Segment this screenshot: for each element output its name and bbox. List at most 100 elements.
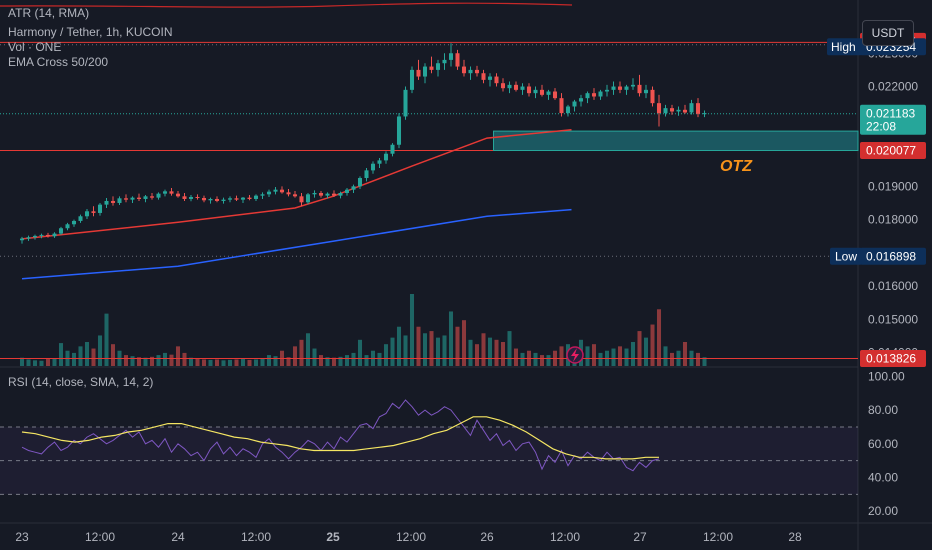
symbol-title[interactable]: Harmony / Tether, 1h, KUCOIN [8,25,173,39]
candle-body [416,69,421,77]
candlesticks [19,43,707,244]
rsi-tick-label: 100.00 [868,369,905,383]
volume-bar [136,357,142,366]
candle-body [695,103,701,114]
volume-bar [539,355,545,366]
volume-bar [253,359,259,366]
price-tick-label: 0.022000 [868,80,918,94]
candle-body [117,198,122,203]
volume-bar [598,352,603,366]
volume-bar [78,346,83,366]
current-tag-bg [860,104,926,135]
atr-indicator [0,2,573,8]
volume-bar [357,339,363,366]
volume-bar [507,331,512,366]
volume-bar [104,313,109,366]
candle-body [474,69,480,74]
candle-body [240,197,246,200]
otz-zone [493,130,859,152]
volume-bar [403,335,408,366]
time-tick-label: 27 [633,530,647,544]
candle-body [500,83,506,89]
candle-body [663,108,668,114]
volume-bar [481,333,486,366]
volume-bar [123,355,129,366]
candle-body [58,228,64,234]
candle-body [630,84,636,87]
volume-bar [260,358,265,366]
support-tag-bg [860,349,926,367]
candle-body [266,191,272,195]
ema-legend[interactable]: EMA Cross 50/200 [8,55,108,69]
volume-bar [227,359,233,366]
candle-body [104,200,109,205]
volume-bars [19,294,707,366]
volume-bar [71,352,77,366]
candle-body [221,199,226,201]
volume-bar [273,356,278,366]
candle-body [442,59,447,64]
volume-bar [58,343,64,366]
candle-body [669,108,675,112]
rsi-pane [0,399,858,495]
volume-bar [305,333,311,366]
ema200-line [21,208,572,280]
atr-legend: ATR (14, RMA) [8,6,89,20]
volume-bar [325,357,330,366]
candle-body [19,238,25,241]
price-tick-label: 0.018000 [868,213,918,227]
candle-body [130,197,135,200]
price-tick-label: 0.016000 [868,279,918,293]
candle-body [143,196,148,199]
volume-bar [162,352,168,366]
volume-bar [520,352,525,366]
candle-body [292,194,298,197]
volume-legend[interactable]: Vol · ONE [8,40,61,54]
candle-body [357,178,363,187]
candle-body [487,76,493,80]
volume-bar [234,359,239,366]
candle-body [84,211,90,217]
candle-body [448,53,454,60]
candle-body [65,224,70,229]
current-price-tag: 0.021183 [866,107,915,121]
volume-bar [299,339,304,366]
volume-bar [513,348,519,366]
volume-bar [84,342,90,366]
rsi-legend[interactable]: RSI (14, close, SMA, 14, 2) [8,375,153,389]
candle-body [624,86,629,90]
candle-body [344,189,350,193]
candle-body [299,196,304,203]
candle-body [253,195,259,199]
candle-body [305,194,311,203]
candle-body [468,69,473,74]
volume-bar [494,339,499,366]
rsi-tick-label: 40.00 [868,470,898,484]
high-label: High [831,40,856,54]
candle-body [188,196,194,199]
time-tick-label: 24 [171,530,185,544]
candle-body [403,89,408,117]
volume-bar [149,356,155,366]
lightning-icon[interactable] [566,346,584,364]
volume-bar [624,348,629,366]
candle-body [390,144,395,154]
candle-body [494,76,499,84]
otz-zone-rect [493,130,859,152]
candle-body [598,91,603,97]
candle-body [149,196,155,198]
volume-bar [468,339,473,366]
candle-body [201,197,207,201]
candle-body [325,193,330,196]
volume-bar [292,346,298,366]
volume-bar [669,352,675,366]
volume-bar [195,359,200,366]
candle-body [533,89,538,94]
volume-bar [637,331,642,366]
currency-button[interactable]: USDT [862,20,914,46]
rsi-tick-label: 80.00 [868,403,898,417]
candle-body [364,170,369,179]
candle-body [435,63,441,70]
volume-bar [435,337,441,366]
